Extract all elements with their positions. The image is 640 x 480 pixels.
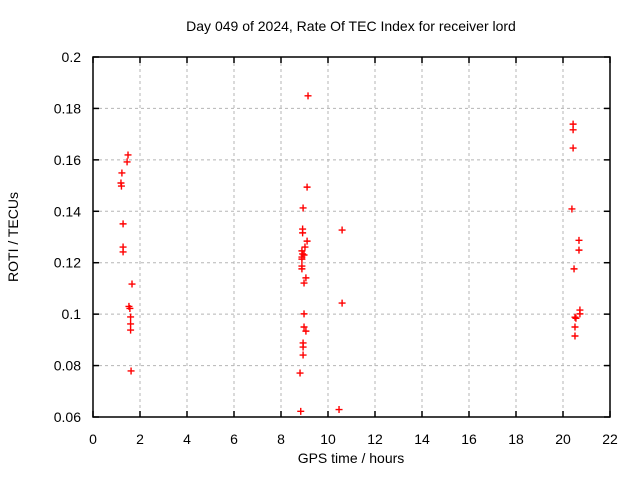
y-tick-label: 0.2 bbox=[62, 49, 82, 65]
data-point-marker bbox=[299, 204, 307, 212]
data-point-marker bbox=[302, 274, 310, 282]
data-point-marker bbox=[299, 250, 307, 258]
data-point-marker bbox=[299, 229, 307, 237]
data-point-marker bbox=[128, 280, 136, 288]
data-point-marker bbox=[575, 236, 583, 244]
y-tick-label: 0.14 bbox=[54, 203, 81, 219]
data-point-marker bbox=[119, 248, 127, 256]
data-point-marker bbox=[117, 182, 125, 190]
data-point-marker bbox=[124, 151, 132, 159]
data-point-marker bbox=[338, 299, 346, 307]
x-tick-label: 20 bbox=[555, 431, 571, 447]
chart-title: Day 049 of 2024, Rate Of TEC Index for r… bbox=[186, 18, 516, 34]
data-point-marker bbox=[298, 265, 306, 273]
data-point-marker bbox=[338, 226, 346, 234]
y-tick-label: 0.06 bbox=[54, 409, 81, 425]
data-point-marker bbox=[335, 406, 343, 414]
data-point-marker bbox=[571, 323, 579, 331]
data-point-marker bbox=[569, 126, 577, 134]
data-point-marker bbox=[297, 407, 305, 415]
data-point-marker bbox=[571, 313, 579, 321]
data-point-marker bbox=[296, 369, 304, 377]
axis-ticks bbox=[92, 56, 611, 418]
x-axis-label: GPS time / hours bbox=[298, 450, 405, 466]
y-tick-label: 0.18 bbox=[54, 100, 81, 116]
x-tick-label: 6 bbox=[230, 431, 238, 447]
x-tick-label: 4 bbox=[183, 431, 191, 447]
data-point-marker bbox=[300, 279, 308, 287]
x-tick-label: 22 bbox=[602, 431, 618, 447]
data-point-marker bbox=[127, 313, 135, 321]
data-point-marker bbox=[575, 246, 583, 254]
data-point-marker bbox=[302, 327, 310, 335]
grid-lines bbox=[93, 57, 610, 417]
y-tick-label: 0.12 bbox=[54, 255, 81, 271]
x-tick-label: 8 bbox=[277, 431, 285, 447]
data-point-marker bbox=[303, 183, 311, 191]
data-point-marker bbox=[119, 220, 127, 228]
data-point-marker bbox=[570, 265, 578, 273]
data-point-marker bbox=[127, 326, 135, 334]
x-tick-label: 12 bbox=[367, 431, 383, 447]
x-tick-label: 0 bbox=[89, 431, 97, 447]
data-point-marker bbox=[571, 332, 579, 340]
y-tick-labels: 0.06 0.08 0.1 0.12 0.14 0.16 0.18 0.2 bbox=[54, 49, 81, 425]
data-point-marker bbox=[303, 237, 311, 245]
data-point-marker bbox=[298, 255, 306, 263]
data-point-marker bbox=[118, 169, 126, 177]
data-point-marker bbox=[298, 247, 306, 255]
x-tick-label: 14 bbox=[414, 431, 430, 447]
data-point-marker bbox=[569, 144, 577, 152]
data-point-marker bbox=[300, 310, 308, 318]
data-point-marker bbox=[572, 314, 580, 322]
data-point-marker bbox=[304, 92, 312, 100]
data-point-marker bbox=[123, 158, 131, 166]
data-point-marker bbox=[301, 243, 309, 251]
data-point-marker bbox=[127, 367, 135, 375]
data-point-marker bbox=[126, 304, 134, 312]
y-axis-label: ROTI / TECUs bbox=[5, 192, 21, 282]
data-point-marker bbox=[568, 205, 576, 213]
plot-border bbox=[92, 56, 611, 418]
x-tick-labels: 0 2 4 6 8 10 12 14 16 18 20 22 bbox=[89, 431, 618, 447]
x-tick-label: 10 bbox=[320, 431, 336, 447]
data-points bbox=[117, 92, 584, 415]
y-tick-label: 0.1 bbox=[62, 306, 82, 322]
x-tick-label: 2 bbox=[136, 431, 144, 447]
x-tick-label: 16 bbox=[461, 431, 477, 447]
data-point-marker bbox=[299, 351, 307, 359]
data-point-marker bbox=[576, 310, 584, 318]
y-tick-label: 0.08 bbox=[54, 358, 81, 374]
data-point-marker bbox=[300, 323, 308, 331]
data-point-marker bbox=[299, 343, 307, 351]
x-tick-label: 18 bbox=[508, 431, 524, 447]
y-tick-label: 0.16 bbox=[54, 152, 81, 168]
data-point-marker bbox=[127, 320, 135, 328]
